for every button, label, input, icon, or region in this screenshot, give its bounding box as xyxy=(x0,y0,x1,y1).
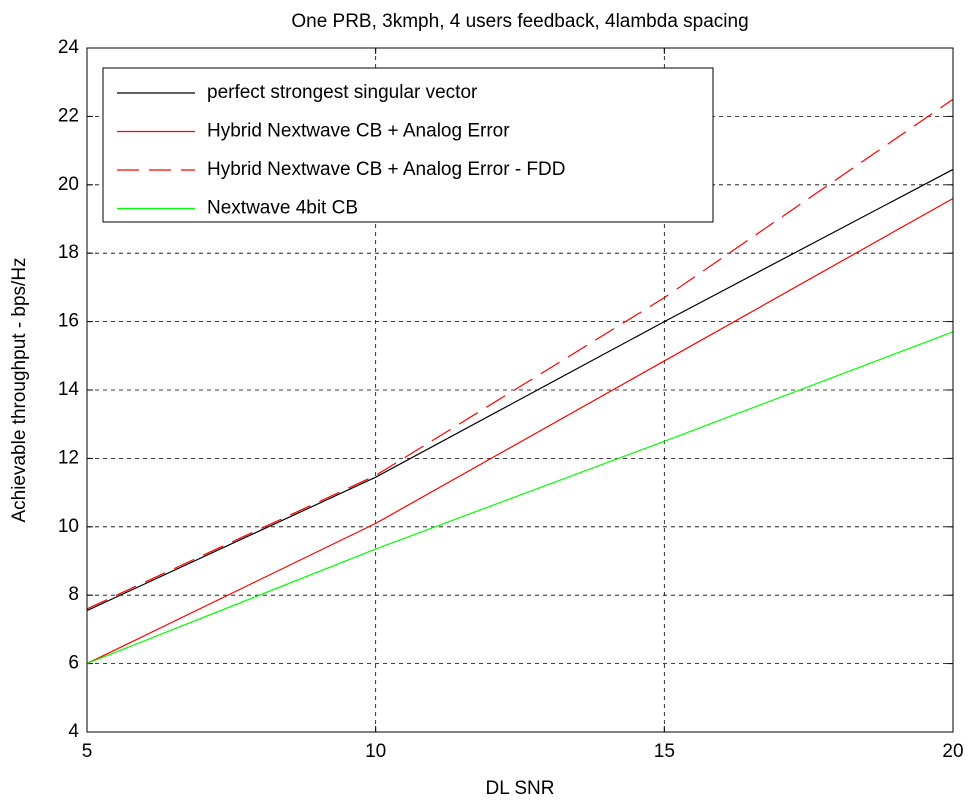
y-axis-label: Achievable throughput - bps/Hz xyxy=(9,257,30,522)
y-tick-label: 6 xyxy=(68,653,79,674)
x-tick-label: 5 xyxy=(82,741,93,762)
y-tick-label: 14 xyxy=(58,379,80,400)
series-line xyxy=(86,197,954,665)
y-tick-label: 24 xyxy=(58,37,80,58)
y-tick-label: 22 xyxy=(58,105,79,126)
y-tick-label: 8 xyxy=(68,584,79,605)
y-tick-label: 16 xyxy=(58,311,79,332)
series-line xyxy=(86,168,954,612)
y-tick-label: 20 xyxy=(58,174,79,195)
series-line xyxy=(86,331,954,665)
x-tick-label: 20 xyxy=(942,741,963,762)
x-tick-label: 10 xyxy=(365,741,386,762)
legend-label: Hybrid Nextwave CB + Analog Error - FDD xyxy=(207,159,565,180)
y-tick-label: 12 xyxy=(58,447,79,468)
y-tick-label: 4 xyxy=(68,721,79,742)
legend-label: perfect strongest singular vector xyxy=(207,82,478,103)
x-tick-label: 15 xyxy=(654,741,675,762)
chart-title: One PRB, 3kmph, 4 users feedback, 4lambd… xyxy=(291,11,748,32)
x-axis-label: DL SNR xyxy=(486,778,555,799)
y-tick-label: 18 xyxy=(58,242,79,263)
legend-box xyxy=(102,67,714,223)
axes-box xyxy=(86,47,954,733)
legend-label: Nextwave 4bit CB xyxy=(207,198,358,219)
y-tick-label: 10 xyxy=(58,516,79,537)
series-line xyxy=(86,98,954,610)
legend-label: Hybrid Nextwave CB + Analog Error xyxy=(207,121,510,142)
